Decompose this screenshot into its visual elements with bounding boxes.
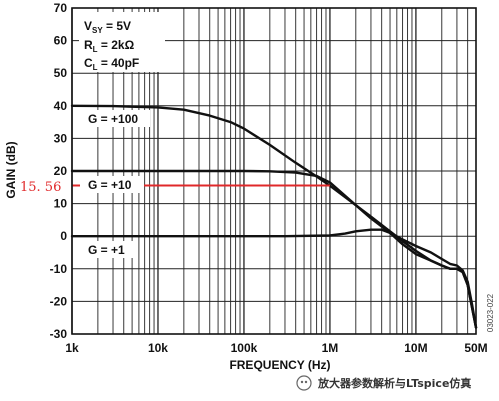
figure-id: 03023-022	[486, 293, 495, 332]
plot-frame	[71, 7, 477, 335]
y-tick-label: 10	[54, 197, 68, 211]
watermark-text: 放大器参数解析与LTspice仿真	[317, 376, 471, 390]
marker-value-label: 15. 56	[20, 180, 61, 195]
y-tick-label: -30	[50, 327, 68, 341]
x-tick-label: 1M	[322, 341, 339, 355]
series-line	[70, 169, 478, 329]
curve-label-g100: G = +100	[88, 112, 138, 126]
y-tick-label: 40	[54, 99, 68, 113]
y-tick-label: 60	[54, 34, 68, 48]
x-tick-label: 50M	[464, 341, 487, 355]
watermark: 放大器参数解析与LTspice仿真	[296, 375, 471, 391]
y-tick-label: 30	[54, 131, 68, 145]
y-tick-label: 0	[60, 229, 67, 243]
y-tick-labels: 70 60 50 40 30 20 10 0 -10 -20 -30	[50, 1, 68, 341]
curve-label-g10: G = +10	[88, 178, 132, 192]
condition-cl: CL = 40pF	[84, 56, 139, 72]
curve-label-g1: G = +1	[88, 243, 125, 257]
y-axis-title: GAIN (dB)	[4, 141, 18, 198]
x-tick-label: 10M	[404, 341, 427, 355]
y-tick-label: 50	[54, 66, 68, 80]
wechat-icon-dot	[300, 380, 304, 384]
y-tick-label: -20	[50, 294, 68, 308]
wechat-icon	[296, 375, 312, 391]
label-bg-g10	[80, 176, 144, 193]
condition-rl: RL = 2kΩ	[84, 38, 135, 54]
data-curves	[70, 104, 478, 329]
y-tick-label: -10	[50, 262, 68, 276]
x-axis-title: FREQUENCY (Hz)	[229, 358, 330, 372]
label-bg-g100	[80, 110, 150, 127]
series-line	[70, 228, 478, 329]
y-tick-label: 70	[54, 1, 68, 15]
x-tick-label: 1k	[65, 341, 79, 355]
condition-vsy: VSY = 5V	[84, 19, 131, 35]
label-bg-g1	[80, 241, 136, 258]
wechat-icon-dot	[304, 380, 308, 384]
x-tick-label: 10k	[148, 341, 168, 355]
x-tick-labels: 1k 10k 100k 1M 10M 50M	[65, 341, 487, 355]
x-tick-label: 100k	[231, 341, 258, 355]
y-tick-label: 20	[54, 164, 68, 178]
conditions-box	[79, 12, 165, 72]
